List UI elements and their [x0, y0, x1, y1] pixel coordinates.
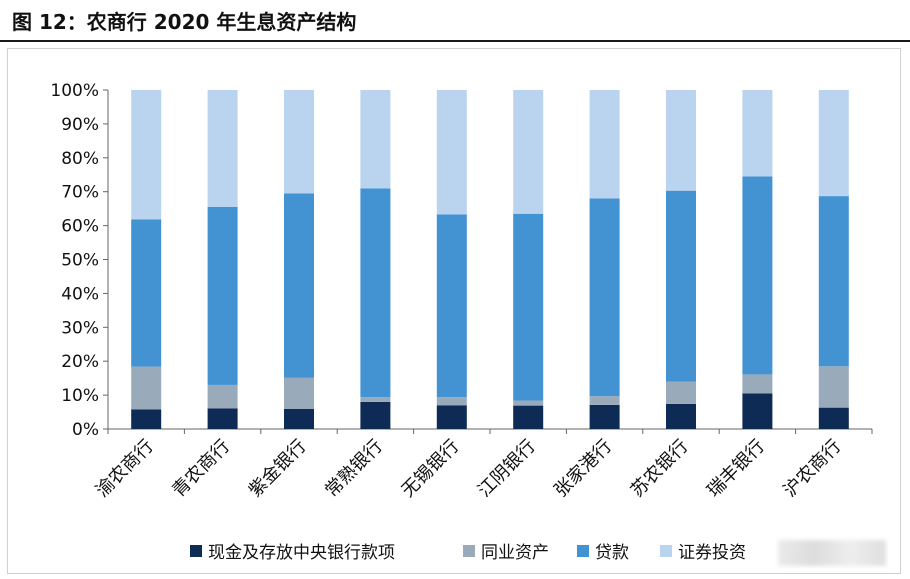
x-category-label: 张家港行	[550, 436, 616, 502]
y-tick-label: 30%	[61, 318, 99, 338]
y-tick-label: 40%	[61, 284, 99, 304]
y-tick-label: 90%	[61, 115, 99, 135]
x-category-label: 渝农商行	[92, 436, 158, 502]
bar-segment-3	[208, 207, 238, 385]
bar-segment-2	[437, 397, 467, 405]
bar-segment-2	[208, 385, 238, 408]
bar-segment-4	[666, 90, 696, 191]
y-tick-label: 80%	[61, 149, 99, 169]
bar-segment-3	[742, 176, 772, 374]
bar-segment-2	[666, 382, 696, 404]
bar-segment-4	[437, 90, 467, 214]
bar-segment-3	[284, 193, 314, 377]
bar-segment-1	[360, 402, 390, 429]
bar-segment-3	[819, 196, 849, 366]
bar-segment-1	[131, 409, 161, 429]
bar-segment-3	[513, 214, 543, 401]
bar-segment-1	[819, 408, 849, 429]
blurred-watermark	[778, 540, 886, 566]
x-category-label: 无锡银行	[398, 436, 464, 502]
x-category-label: 常熟银行	[321, 436, 387, 502]
bar-segment-1	[208, 408, 238, 429]
bar-segment-1	[437, 405, 467, 429]
legend-swatch	[577, 545, 589, 557]
legend-label: 证券投资	[678, 538, 746, 563]
bar-segment-4	[513, 90, 543, 214]
legend-label: 同业资产	[481, 538, 549, 563]
bar-segment-4	[819, 90, 849, 196]
legend-item: 现金及存放中央银行款项	[190, 538, 395, 563]
bar-segment-3	[666, 191, 696, 382]
bar-segment-1	[742, 393, 772, 429]
y-tick-label: 0%	[72, 420, 99, 440]
bar-segment-1	[284, 409, 314, 429]
x-category-label: 青农商行	[168, 436, 234, 502]
bar-segment-2	[513, 401, 543, 406]
x-category-label: 瑞丰银行	[703, 436, 769, 502]
legend-swatch	[190, 545, 202, 557]
bar-segment-4	[742, 90, 772, 176]
bar-segment-1	[666, 404, 696, 429]
bar-segment-2	[131, 367, 161, 410]
bar-segment-2	[284, 378, 314, 409]
y-tick-label: 100%	[50, 81, 99, 101]
x-category-label: 紫金银行	[245, 436, 311, 502]
bar-segment-1	[590, 405, 620, 429]
bar-segment-4	[131, 90, 161, 219]
bar-segment-3	[360, 188, 390, 397]
y-tick-label: 10%	[61, 386, 99, 406]
legend-label: 贷款	[595, 538, 629, 563]
bar-segment-3	[131, 219, 161, 366]
legend-item: 证券投资	[660, 538, 746, 563]
bar-segment-4	[284, 90, 314, 193]
x-category-label: 江阴银行	[474, 436, 540, 502]
x-category-label: 沪农商行	[780, 436, 846, 502]
legend-item: 贷款	[577, 538, 629, 563]
bar-segment-4	[208, 90, 238, 207]
bar-segment-2	[819, 366, 849, 407]
bar-segment-3	[590, 198, 620, 396]
bar-segment-4	[590, 90, 620, 198]
y-tick-label: 60%	[61, 217, 99, 237]
bar-segment-2	[590, 396, 620, 405]
legend-label: 现金及存放中央银行款项	[208, 538, 395, 563]
x-category-label: 苏农银行	[627, 436, 693, 502]
bar-segment-3	[437, 214, 467, 397]
bar-segment-2	[360, 397, 390, 402]
bar-segment-4	[360, 90, 390, 188]
legend-item: 同业资产	[463, 538, 549, 563]
y-tick-label: 50%	[61, 251, 99, 271]
legend-swatch	[463, 545, 475, 557]
bar-segment-1	[513, 406, 543, 429]
y-tick-label: 70%	[61, 183, 99, 203]
y-tick-label: 20%	[61, 352, 99, 372]
legend: 现金及存放中央银行款项 同业资产 贷款 证券投资	[0, 538, 910, 568]
legend-swatch	[660, 545, 672, 557]
bar-segment-2	[742, 374, 772, 393]
